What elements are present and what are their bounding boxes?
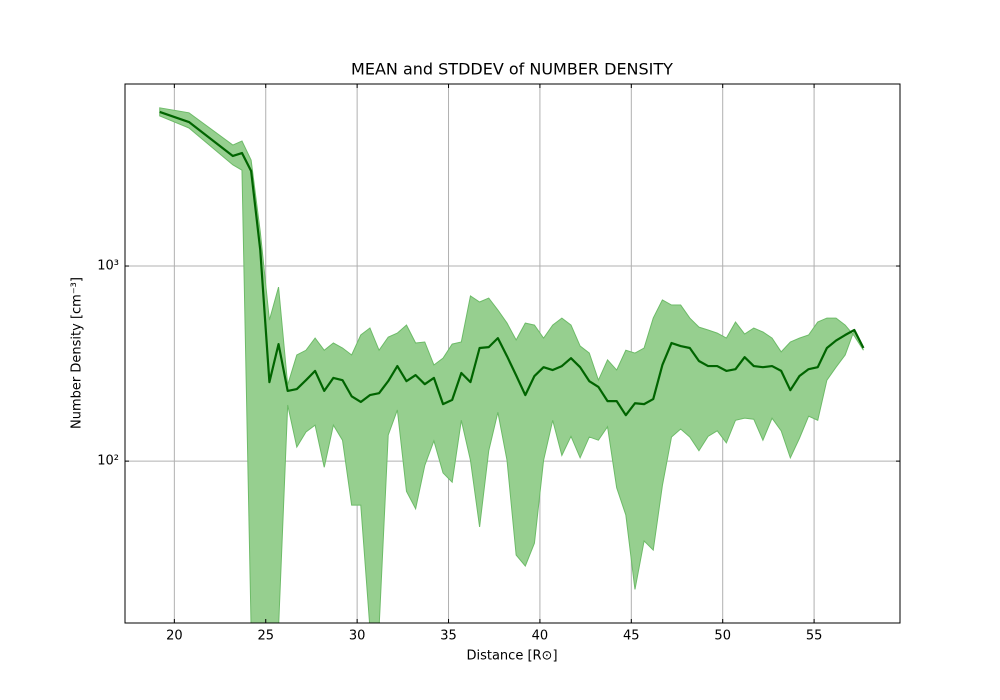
axes-frame [124,83,901,624]
x-tick-label: 30 [349,629,366,644]
x-tick-label: 40 [532,629,549,644]
plot-area [125,84,900,623]
y-tick-label: 10² [97,454,119,469]
x-axis-label: Distance [R⊙] [466,649,557,664]
x-tick-label: 45 [623,629,640,644]
x-tick-label: 35 [440,629,457,644]
x-tick-label: 55 [806,629,823,644]
y-axis-label: Number Density [cm⁻³] [70,277,85,429]
x-tick-label: 50 [714,629,731,644]
mean-line [159,110,865,417]
y-tick-label: 10³ [97,259,119,274]
chart-title: MEAN and STDDEV of NUMBER DENSITY [351,60,673,79]
x-tick-label: 25 [257,629,274,644]
x-tick-label: 20 [166,629,183,644]
